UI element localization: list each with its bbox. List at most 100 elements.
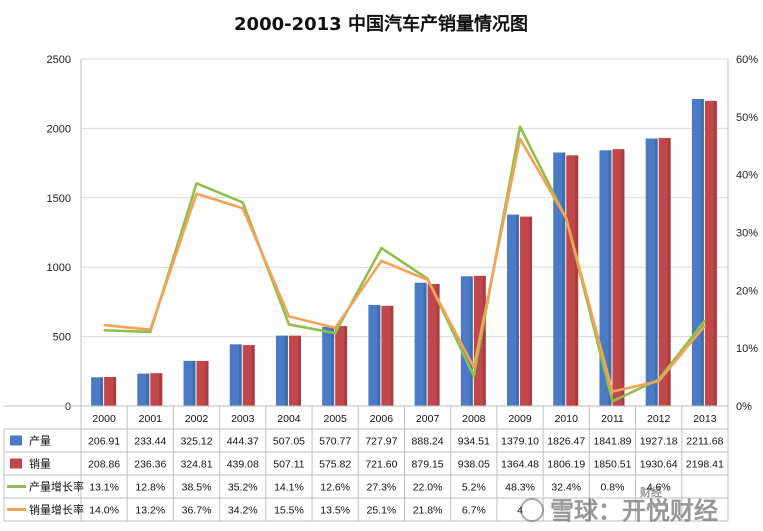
data-label: 324.81	[180, 459, 212, 471]
data-label: 14.1%	[274, 482, 304, 494]
bar	[229, 344, 242, 406]
data-label: 21.8%	[413, 505, 443, 517]
bar	[196, 360, 209, 406]
data-label: 1927.18	[640, 436, 678, 448]
watermark-small-text: 财经	[639, 485, 662, 499]
bar-shade	[251, 345, 255, 406]
series-line	[103, 137, 706, 393]
bar	[658, 138, 671, 406]
bar	[566, 155, 579, 406]
data-label: 439.08	[227, 459, 259, 471]
bar-shade	[713, 100, 717, 407]
bar	[368, 304, 381, 406]
bar	[612, 149, 625, 406]
y-left-tick-label: 1500	[47, 193, 71, 205]
data-label: 27.3%	[367, 482, 397, 494]
gridlines	[81, 58, 728, 407]
data-point	[195, 192, 198, 195]
bar	[427, 283, 440, 406]
data-label: 1841.89	[593, 436, 631, 448]
data-label: 12.8%	[135, 482, 165, 494]
data-label: 0.8%	[600, 482, 624, 494]
bar-series	[91, 99, 717, 407]
data-label: 1850.51	[593, 459, 631, 471]
x-tick-label: 2008	[462, 413, 486, 425]
bar-shade	[297, 335, 301, 406]
bar	[322, 326, 335, 406]
y-left-tick-label: 0	[65, 401, 71, 413]
bar-shade	[700, 99, 704, 407]
data-label: 34.2%	[228, 505, 258, 517]
data-label: 236.36	[134, 459, 166, 471]
data-point	[149, 328, 152, 331]
data-label: 38.5%	[182, 482, 212, 494]
y-left-tick-label: 1000	[47, 262, 71, 274]
data-label: 233.44	[134, 436, 166, 448]
data-point	[288, 315, 290, 318]
data-label: 879.15	[412, 459, 444, 471]
y-right-tick-label: 40%	[736, 170, 758, 182]
bar	[553, 152, 566, 406]
data-point	[149, 331, 152, 333]
bar	[414, 282, 427, 406]
bar-shade	[390, 305, 394, 406]
bar-shade	[621, 149, 625, 406]
bar	[288, 335, 301, 406]
data-label: 48.3%	[505, 482, 535, 494]
bar-shade	[608, 150, 612, 406]
legend-label-4: 销量增长率	[29, 503, 84, 517]
data-label: 1806.19	[547, 459, 585, 471]
bar	[242, 345, 255, 406]
data-label: 4.6%	[647, 482, 671, 494]
x-tick-label: 2006	[370, 413, 394, 425]
bar	[599, 150, 612, 406]
y-right-tick-label: 60%	[736, 54, 758, 66]
bar-shade	[377, 304, 381, 406]
data-label: 575.82	[319, 459, 351, 471]
legend-key-1	[10, 435, 22, 446]
data-label: 25.1%	[367, 505, 397, 517]
data-label: 507.11	[273, 459, 304, 471]
data-label: 1364.48	[501, 459, 539, 471]
data-label: 727.97	[365, 436, 397, 448]
data-point	[657, 380, 660, 382]
y-right-tick-label: 10%	[736, 343, 758, 355]
data-label: 2211.68	[686, 436, 723, 448]
line-series	[103, 125, 706, 403]
data-label: 5.2%	[462, 482, 486, 494]
data-label: 570.77	[319, 436, 351, 448]
data-point	[519, 138, 521, 140]
x-tick-label: 2007	[416, 413, 440, 425]
x-tick-label: 2001	[139, 413, 163, 425]
data-point	[704, 319, 706, 322]
y-right-tick-label: 20%	[736, 285, 758, 297]
data-point	[473, 366, 475, 369]
bar-shade	[284, 335, 288, 406]
bar	[335, 326, 348, 406]
x-tick-label: 2003	[231, 413, 255, 425]
data-label: 2198.41	[686, 459, 724, 471]
bar-shade	[113, 377, 117, 406]
data-point	[565, 217, 568, 220]
data-label: 36.7%	[182, 505, 212, 517]
bar-shade	[436, 283, 440, 406]
bar	[104, 377, 117, 406]
bar	[150, 373, 163, 406]
data-label: 6.7%	[462, 505, 486, 517]
data-label: 1930.64	[640, 459, 678, 471]
data-label: 13.1%	[89, 482, 119, 494]
x-tick-label: 2011	[601, 413, 624, 425]
bar-shade	[469, 276, 473, 406]
data-label: 12.6%	[320, 482, 350, 494]
data-point	[611, 390, 614, 393]
data-table: 2000 2001 2002 2003 2004 2005 2006 2007 2008 2009…	[3, 405, 729, 522]
data-point	[473, 375, 475, 377]
y-left-tick-label: 2000	[47, 123, 71, 135]
bar-shade	[575, 155, 579, 406]
bar	[381, 305, 394, 406]
y-left-tick-label: 2500	[47, 54, 71, 66]
axes: 0 500 1000 1500 2000 2500 0% 10% 20% 30% 40% 50% 60%	[47, 54, 759, 413]
bar-shade	[667, 138, 671, 406]
x-tick-label: 2002	[185, 413, 209, 425]
bar-shade	[516, 214, 520, 406]
